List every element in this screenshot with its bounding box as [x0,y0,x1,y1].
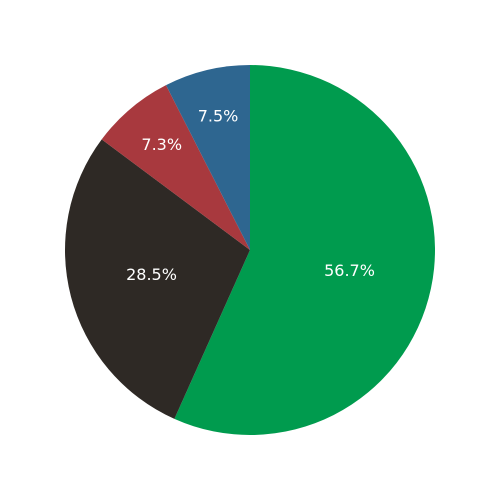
pie-slice [174,65,436,435]
slice-label: 56.7% [324,261,375,280]
slice-label: 7.3% [141,135,182,154]
pie-slice [166,65,250,250]
pie-slice [101,85,250,251]
slice-label: 28.5% [126,265,177,284]
slice-label: 7.5% [198,106,239,125]
pie-slice [64,139,250,419]
